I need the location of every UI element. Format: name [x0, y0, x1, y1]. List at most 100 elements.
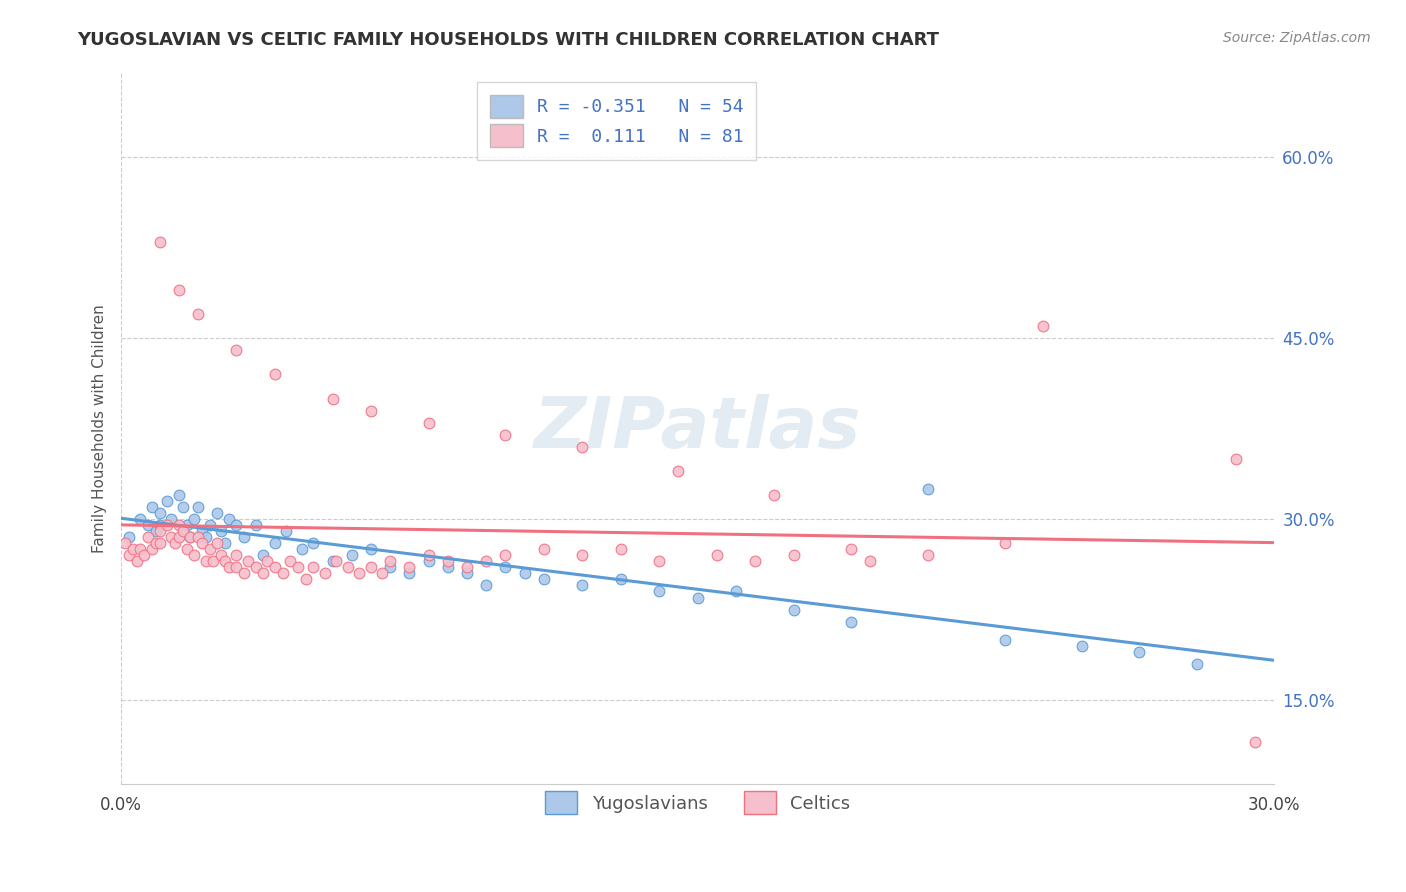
Point	[322, 554, 344, 568]
Point	[225, 343, 247, 358]
Point	[609, 573, 631, 587]
Point	[398, 566, 420, 581]
Point	[202, 554, 225, 568]
Point	[380, 560, 402, 574]
Point	[141, 542, 163, 557]
Point	[571, 549, 593, 563]
Point	[118, 530, 141, 544]
Point	[149, 506, 172, 520]
Point	[121, 542, 143, 557]
Point	[118, 549, 141, 563]
Point	[371, 566, 394, 581]
Point	[225, 549, 247, 563]
Point	[191, 524, 214, 539]
Point	[314, 566, 336, 581]
Point	[125, 554, 148, 568]
Point	[666, 464, 689, 478]
Y-axis label: Family Households with Children: Family Households with Children	[93, 304, 107, 553]
Point	[245, 560, 267, 574]
Point	[183, 512, 205, 526]
Point	[172, 500, 194, 514]
Point	[276, 524, 298, 539]
Point	[533, 542, 555, 557]
Point	[917, 482, 939, 496]
Point	[782, 602, 804, 616]
Point	[156, 494, 179, 508]
Point	[179, 530, 201, 544]
Point	[475, 578, 498, 592]
Point	[141, 500, 163, 514]
Point	[136, 518, 159, 533]
Point	[183, 549, 205, 563]
Point	[225, 518, 247, 533]
Point	[294, 573, 316, 587]
Point	[114, 536, 136, 550]
Point	[763, 488, 786, 502]
Point	[134, 549, 156, 563]
Point	[198, 518, 221, 533]
Point	[1032, 319, 1054, 334]
Text: Source: ZipAtlas.com: Source: ZipAtlas.com	[1223, 31, 1371, 45]
Point	[160, 512, 183, 526]
Point	[1243, 735, 1265, 749]
Point	[187, 307, 209, 321]
Point	[149, 235, 172, 249]
Point	[176, 542, 198, 557]
Point	[278, 554, 301, 568]
Point	[287, 560, 309, 574]
Point	[252, 549, 274, 563]
Point	[145, 536, 167, 550]
Point	[302, 536, 325, 550]
Point	[380, 554, 402, 568]
Point	[179, 530, 201, 544]
Point	[291, 542, 314, 557]
Point	[349, 566, 371, 581]
Point	[264, 368, 287, 382]
Point	[839, 615, 862, 629]
Point	[264, 560, 287, 574]
Point	[1128, 645, 1150, 659]
Point	[494, 549, 516, 563]
Point	[233, 530, 256, 544]
Point	[456, 566, 478, 581]
Point	[533, 573, 555, 587]
Point	[271, 566, 294, 581]
Point	[218, 560, 240, 574]
Point	[207, 536, 229, 550]
Point	[214, 554, 236, 568]
Point	[322, 392, 344, 406]
Point	[686, 591, 709, 605]
Point	[207, 506, 229, 520]
Point	[513, 566, 536, 581]
Point	[176, 518, 198, 533]
Point	[418, 416, 440, 430]
Point	[437, 554, 460, 568]
Point	[167, 530, 190, 544]
Point	[209, 549, 232, 563]
Point	[256, 554, 278, 568]
Point	[136, 530, 159, 544]
Point	[236, 554, 259, 568]
Text: ZIPatlas: ZIPatlas	[534, 394, 862, 463]
Point	[194, 530, 217, 544]
Point	[648, 554, 671, 568]
Point	[156, 518, 179, 533]
Point	[994, 632, 1017, 647]
Point	[418, 549, 440, 563]
Point	[187, 530, 209, 544]
Point	[782, 549, 804, 563]
Point	[160, 530, 183, 544]
Point	[475, 554, 498, 568]
Point	[724, 584, 747, 599]
Point	[198, 542, 221, 557]
Point	[571, 578, 593, 592]
Point	[1225, 451, 1247, 466]
Text: YUGOSLAVIAN VS CELTIC FAMILY HOUSEHOLDS WITH CHILDREN CORRELATION CHART: YUGOSLAVIAN VS CELTIC FAMILY HOUSEHOLDS …	[77, 31, 939, 49]
Point	[194, 554, 217, 568]
Point	[209, 524, 232, 539]
Point	[172, 524, 194, 539]
Point	[149, 524, 172, 539]
Point	[191, 536, 214, 550]
Point	[129, 512, 152, 526]
Point	[325, 554, 347, 568]
